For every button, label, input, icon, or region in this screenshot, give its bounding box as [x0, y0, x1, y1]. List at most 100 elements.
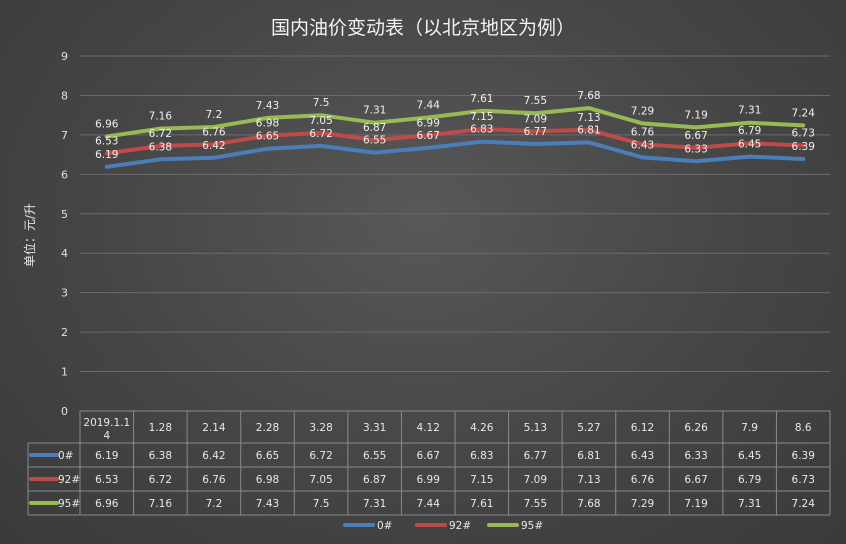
y-tick-label: 3	[61, 287, 68, 300]
data-label: 7.5	[313, 97, 330, 109]
category-label: 3.28	[309, 422, 332, 434]
gridlines	[80, 55, 830, 412]
table-cell: 6.81	[577, 450, 600, 462]
table-cell: 6.76	[202, 474, 226, 486]
data-table: 2019.1.1 4 1.28 2.14 2.28 3.28 3.31 4.12 4.26 5.1…	[27, 410, 831, 516]
data-label: 7.68	[577, 90, 600, 102]
table-cell: 7.29	[631, 498, 654, 510]
data-label: 6.19	[95, 149, 118, 161]
table-cell: 6.72	[309, 450, 332, 462]
data-label: 6.42	[202, 140, 225, 152]
data-label: 6.77	[524, 126, 547, 138]
data-label: 7.44	[417, 100, 441, 112]
table-cell: 6.76	[631, 474, 655, 486]
table-cell: 6.43	[631, 450, 654, 462]
data-label: 6.83	[470, 124, 493, 136]
data-label: 7.61	[470, 93, 493, 105]
table-cell: 7.09	[524, 474, 547, 486]
table-cell: 6.39	[792, 450, 815, 462]
category-label: 2019.1.1 4	[83, 417, 130, 442]
data-label: 6.65	[256, 131, 279, 143]
data-label: 6.76	[202, 126, 226, 138]
y-tick-label: 2	[61, 326, 68, 339]
table-cell: 6.65	[256, 450, 279, 462]
y-tick-label: 8	[61, 89, 68, 102]
y-tick-label: 5	[61, 208, 68, 221]
table-cell: 7.19	[684, 498, 707, 510]
data-label: 6.53	[95, 135, 118, 147]
category-label: 6.26	[684, 422, 708, 434]
data-label: 7.24	[792, 107, 816, 119]
category-label: 4.26	[470, 422, 494, 434]
table-cell: 6.67	[684, 474, 707, 486]
y-tick-label: 7	[61, 129, 68, 142]
table-cell: 6.87	[363, 474, 386, 486]
legend-entry: 0#	[377, 520, 392, 532]
table-cell: 6.45	[738, 450, 761, 462]
table-cell: 7.44	[417, 498, 441, 510]
data-label: 6.33	[684, 143, 707, 155]
y-tick-label: 9	[61, 50, 68, 63]
data-label: 6.87	[363, 122, 386, 134]
data-label: 6.99	[417, 117, 440, 129]
legend-entry: 92#	[449, 520, 471, 532]
data-label: 7.05	[309, 115, 332, 127]
category-label: 1.28	[149, 422, 172, 434]
category-label: 6.12	[631, 422, 654, 434]
table-cell: 7.68	[577, 498, 600, 510]
data-label: 7.2	[206, 109, 223, 121]
table-cell: 6.83	[470, 450, 493, 462]
data-label: 6.45	[738, 139, 761, 151]
row-series-name: 0#	[58, 450, 73, 462]
chart-title: 国内油价变动表（以北京地区为例）	[271, 17, 575, 39]
data-label: 6.76	[631, 126, 655, 138]
y-tick-label: 4	[61, 247, 68, 260]
table-cell: 6.38	[149, 450, 172, 462]
series-lines	[104, 106, 806, 169]
table-cell: 6.53	[95, 474, 118, 486]
data-label: 7.55	[524, 95, 547, 107]
data-labels: 6.19 6.38 6.42 6.65 6.72 6.55 6.67 6.83 6.77 6.81…	[95, 90, 815, 161]
category-label: 8.6	[795, 422, 812, 434]
series-line	[104, 106, 806, 139]
table-cell: 7.2	[206, 498, 223, 510]
data-label: 6.73	[792, 128, 815, 140]
data-label: 6.39	[792, 141, 815, 153]
y-axis-label: 单位：元/升	[22, 203, 37, 267]
data-label: 6.38	[149, 141, 172, 153]
category-label: 5.13	[524, 422, 547, 434]
data-label: 6.43	[631, 139, 654, 151]
data-label: 6.81	[577, 124, 600, 136]
series-line	[104, 127, 806, 156]
category-label: 7.9	[741, 422, 758, 434]
table-cell: 7.43	[256, 498, 279, 510]
table-cell: 7.31	[363, 498, 386, 510]
category-label: 3.31	[363, 422, 386, 434]
category-label: 5.27	[577, 422, 600, 434]
table-cell: 7.05	[309, 474, 332, 486]
data-label: 6.67	[684, 130, 707, 142]
legend: 0# 92# 95#	[343, 520, 543, 532]
table-cell: 6.33	[684, 450, 707, 462]
data-label: 7.13	[577, 112, 600, 124]
y-tick-labels: 0 1 2 3 4 5 6 7 8 9	[61, 50, 68, 418]
table-cell: 6.98	[256, 474, 279, 486]
table-cell: 7.31	[738, 498, 761, 510]
table-cell: 6.77	[524, 450, 547, 462]
table-cell: 6.79	[738, 474, 761, 486]
table-cell: 7.55	[524, 498, 547, 510]
category-label: 2.14	[202, 422, 226, 434]
data-label: 6.67	[417, 130, 440, 142]
category-label: 4.12	[417, 422, 440, 434]
table-cell: 6.72	[149, 474, 172, 486]
data-label: 7.43	[256, 100, 279, 112]
table-cell: 7.5	[313, 498, 330, 510]
row-series-name: 95#	[58, 498, 80, 510]
y-tick-label: 6	[61, 168, 68, 181]
data-label: 6.96	[95, 118, 119, 130]
series-line	[104, 139, 806, 169]
table-cell: 6.67	[417, 450, 440, 462]
y-tick-label: 0	[61, 405, 68, 418]
row-series-name: 92#	[58, 474, 80, 486]
table-cell: 6.99	[417, 474, 440, 486]
